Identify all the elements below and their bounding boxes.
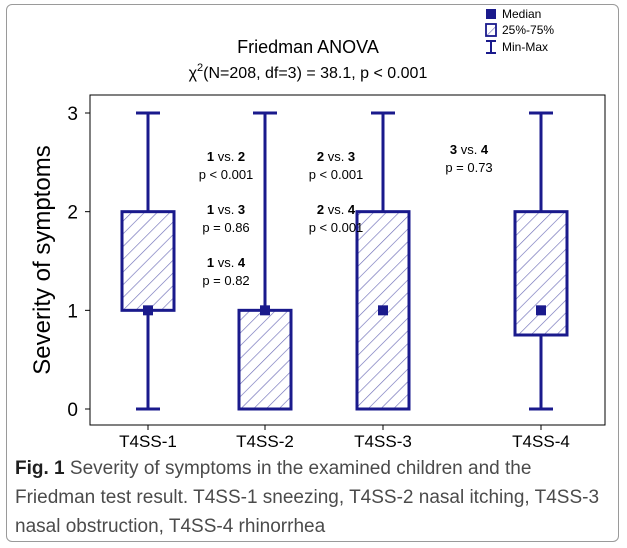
annotation-group-a: 2 — [317, 149, 324, 164]
box-T4SS-3 — [355, 111, 411, 411]
annotation-group-b: 3 — [238, 202, 245, 217]
legend-minmax-swatch — [486, 40, 496, 54]
annotation-pair: 3 vs. 4 — [450, 142, 489, 157]
legend-median-swatch — [486, 9, 496, 19]
annotation-p-value: p = 0.86 — [202, 220, 249, 235]
median-marker — [378, 305, 388, 316]
annotation-pair: 1 vs. 2 — [207, 149, 245, 164]
annotation-group-a: 1 — [207, 202, 214, 217]
y-tick-label: 1 — [67, 301, 78, 322]
annotation-group-b: 4 — [238, 255, 246, 270]
boxes — [120, 111, 569, 411]
annotation-vs: vs. — [324, 202, 348, 217]
box-T4SS-2 — [237, 111, 293, 411]
annotation-p-value: p = 0.82 — [202, 273, 249, 288]
annotation-1-vs-2: 1 vs. 2 p < 0.001 — [199, 149, 254, 182]
annotation-1-vs-4: 1 vs. 4 p = 0.82 — [202, 255, 249, 288]
annotation-pair: 2 vs. 4 — [317, 202, 356, 217]
chart-title: Friedman ANOVA — [237, 37, 379, 57]
median-marker — [536, 305, 546, 316]
annotation-vs: vs. — [214, 149, 238, 164]
subtitle-chi: χ — [189, 65, 198, 82]
annotation-group-a: 2 — [317, 202, 324, 217]
annotation-vs: vs. — [214, 255, 238, 270]
annotation-1-vs-3: 1 vs. 3 p = 0.86 — [202, 202, 249, 235]
iqr-box — [120, 210, 176, 312]
y-tick-label: 0 — [67, 400, 78, 421]
caption-label: Fig. 1 — [15, 458, 65, 479]
legend-iqr-swatch — [485, 23, 497, 37]
subtitle-rest: (N=208, df=3) = 38.1, p < 0.001 — [203, 65, 427, 82]
annotation-vs: vs. — [324, 149, 348, 164]
box-T4SS-1 — [120, 111, 176, 411]
legend-median-label: Median — [502, 7, 541, 21]
annotation-p-value: p = 0.73 — [445, 160, 492, 175]
caption-text: Severity of symptoms in the examined chi… — [15, 458, 600, 537]
annotation-3-vs-4: 3 vs. 4 p = 0.73 — [445, 142, 492, 175]
annotation-p-value: p < 0.001 — [199, 167, 254, 182]
annotation-vs: vs. — [457, 142, 481, 157]
chart-subtitle: χ2(N=208, df=3) = 38.1, p < 0.001 — [189, 62, 428, 82]
annotation-group-b: 4 — [348, 202, 356, 217]
iqr-box — [237, 308, 293, 411]
plot-area — [89, 94, 606, 426]
pairwise-annotations: 1 vs. 2 p < 0.001 1 vs. 3 p = 0.86 1 vs. 4 p … — [199, 142, 493, 288]
iqr-box — [513, 210, 569, 337]
annotation-group-b: 4 — [481, 142, 489, 157]
annotation-group-a: 3 — [450, 142, 457, 157]
annotation-group-b: 2 — [238, 149, 245, 164]
annotation-group-a: 1 — [207, 149, 214, 164]
median-marker — [143, 305, 153, 316]
annotation-p-value: p < 0.001 — [309, 220, 364, 235]
y-tick-label: 3 — [67, 104, 78, 125]
annotation-pair: 2 vs. 3 — [317, 149, 355, 164]
median-marker — [260, 305, 270, 316]
y-tick-label: 2 — [67, 203, 78, 224]
legend: Median 25%-75% Min-Max — [485, 7, 554, 54]
y-axis: 0 1 2 3 — [67, 104, 90, 421]
annotation-vs: vs. — [214, 202, 238, 217]
x-axis: T4SS-1 T4SS-2 T4SS-3 T4SS-4 — [119, 425, 570, 451]
legend-minmax-label: Min-Max — [502, 40, 548, 54]
x-tick-label: T4SS-1 — [119, 432, 177, 451]
annotation-2-vs-4: 2 vs. 4 p < 0.001 — [309, 202, 364, 235]
figure-caption: Fig. 1 Severity of symptoms in the exami… — [15, 454, 615, 541]
annotation-pair: 1 vs. 4 — [207, 255, 246, 270]
x-tick-label: T4SS-2 — [236, 432, 294, 451]
x-tick-label: T4SS-3 — [354, 432, 412, 451]
x-tick-label: T4SS-4 — [512, 432, 570, 451]
legend-iqr-label: 25%-75% — [502, 23, 554, 37]
annotation-pair: 1 vs. 3 — [207, 202, 245, 217]
subtitle-sup: 2 — [197, 62, 203, 74]
box-T4SS-4 — [513, 111, 569, 411]
annotation-2-vs-3: 2 vs. 3 p < 0.001 — [309, 149, 364, 182]
annotation-group-a: 1 — [207, 255, 214, 270]
annotation-p-value: p < 0.001 — [309, 167, 364, 182]
y-axis-label: Severity of symptoms — [29, 145, 56, 374]
annotation-group-b: 3 — [348, 149, 355, 164]
